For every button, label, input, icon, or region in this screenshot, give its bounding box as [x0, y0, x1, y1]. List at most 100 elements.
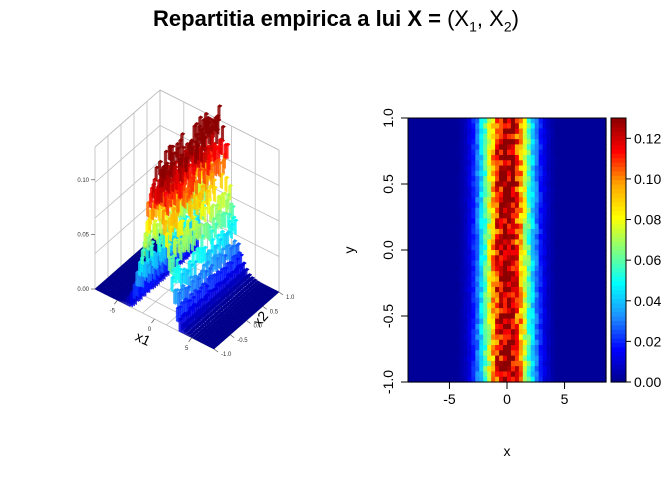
heatmap-cell [459, 128, 465, 135]
heatmap-cell [467, 260, 472, 267]
heatmap-cell [427, 250, 433, 256]
surface-cell [226, 212, 233, 216]
heatmap-cell [415, 286, 421, 293]
heatmap-cell [467, 139, 472, 145]
heatmap-cell [483, 313, 488, 320]
heatmap-cell [423, 181, 429, 188]
heatmap-cell [479, 228, 484, 235]
heatmap-cell [526, 308, 532, 314]
heatmap-cell [419, 139, 425, 145]
heatmap-cell [495, 260, 500, 267]
heatmap-cell [542, 118, 548, 124]
heatmap-cell [487, 260, 492, 267]
heatmap-cell [471, 350, 476, 357]
heatmap-cell [503, 218, 508, 225]
heatmap-cell [495, 218, 500, 225]
heatmap-cell [451, 276, 457, 283]
heatmap-cell [526, 123, 532, 130]
heatmap-cell [427, 260, 433, 267]
heatmap-cell [419, 123, 425, 130]
heatmap-cell [514, 271, 520, 277]
heatmap-cell [510, 260, 516, 267]
heatmap-cell [467, 271, 472, 277]
heatmap-cell [443, 144, 449, 151]
heatmap-cell [530, 165, 536, 172]
heatmap-cell [514, 297, 520, 304]
heatmap-cell [534, 302, 540, 309]
heatmap-cell [479, 271, 484, 277]
heatmap-cell [499, 123, 504, 130]
heatmap-cell [514, 255, 520, 262]
heatmap-cell [499, 186, 504, 193]
heatmap-cell [546, 207, 552, 214]
heatmap-cell [451, 334, 457, 341]
heatmap-cell [439, 176, 445, 182]
heatmap-cell [487, 213, 492, 219]
heatmap-cell [499, 286, 504, 293]
heatmap-cell [503, 181, 508, 188]
heatmap-cell [542, 244, 548, 251]
heatmap-cell [522, 260, 528, 267]
heatmap-cell [479, 355, 484, 362]
heatmap-cell [534, 308, 540, 314]
heatmap-cell [530, 128, 536, 135]
heatmap-cell [423, 250, 429, 256]
heatmap-cell [435, 244, 441, 251]
heatmap-cell [522, 297, 528, 304]
heatmap-cell [514, 329, 520, 336]
heatmap-cell [510, 186, 516, 193]
heatmap-cell [467, 302, 472, 309]
heatmap-cell [550, 345, 556, 351]
heatmap-cell [550, 207, 556, 214]
heatmap-cell [518, 186, 524, 193]
heatmap-cell [542, 181, 548, 188]
heatmap-cell [447, 228, 453, 235]
heatmap-cell [459, 160, 465, 167]
heatmap-cell [451, 313, 457, 320]
heatmap-cell [435, 118, 441, 124]
heatmap-cell [554, 234, 560, 241]
heatmap-cell [408, 181, 413, 188]
heatmap-cell [447, 160, 453, 167]
heatmap-cell [510, 207, 516, 214]
heatmap-cell [522, 207, 528, 214]
heatmap-cell [546, 244, 552, 251]
heatmap-cell [423, 133, 429, 140]
heatmap-cell [419, 239, 425, 246]
surface-cell [209, 135, 215, 139]
heatmap-cell [522, 334, 528, 341]
heatmap-cell [455, 197, 461, 204]
heatmap-cell [503, 329, 508, 336]
heatmap-cell [475, 191, 480, 198]
heatmap-cell [503, 123, 508, 130]
heatmap-cell [415, 123, 421, 130]
heatmap-cell [526, 350, 532, 357]
heatmap-cell [534, 239, 540, 246]
heatmap-cell [443, 239, 449, 246]
heatmap-cell [467, 297, 472, 304]
heatmap-cell [415, 144, 421, 151]
heatmap-cell [554, 292, 560, 299]
heatmap-cell [503, 244, 508, 251]
heatmap-cell [463, 191, 468, 198]
heatmap-cell [427, 144, 433, 151]
heatmap-cell [491, 292, 496, 299]
heatmap-cell [455, 323, 461, 330]
heatmap-cell [538, 144, 544, 151]
heatmap-cell [439, 350, 445, 357]
heatmap-cell [483, 339, 488, 346]
heatmap-cell [558, 260, 564, 267]
heatmap-cell [507, 313, 512, 320]
heatmap-cell [435, 360, 441, 367]
heatmap-cell [439, 286, 445, 293]
heatmap-cell [459, 276, 465, 283]
heatmap-cell [507, 223, 512, 230]
heatmap-cell [459, 176, 465, 182]
heatmap-cell [427, 228, 433, 235]
heatmap-cell [439, 366, 445, 373]
heatmap-cell [408, 313, 413, 320]
heatmap-cell [534, 360, 540, 367]
heatmap-cell [510, 128, 516, 135]
surface-cell [241, 261, 247, 265]
